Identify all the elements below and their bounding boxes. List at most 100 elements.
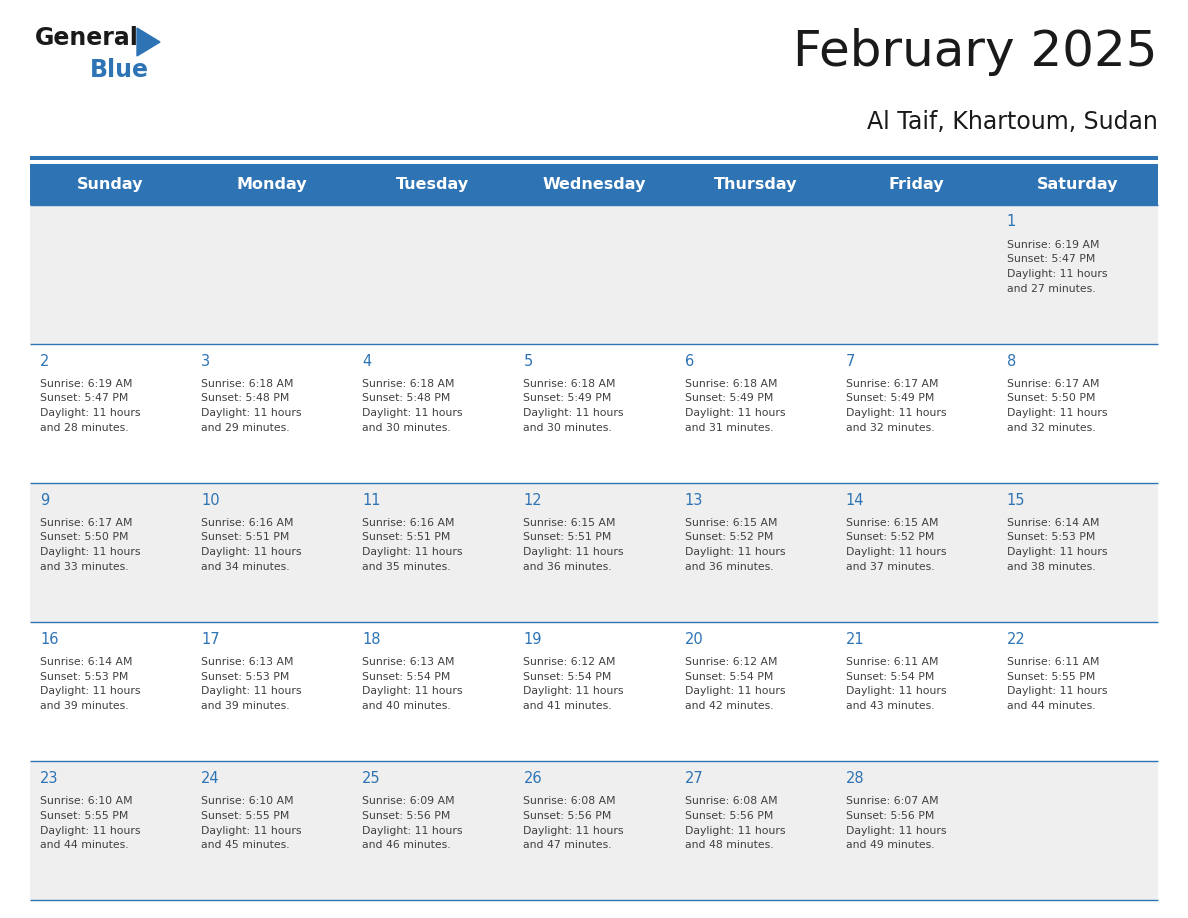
Bar (30, 164, 1158, 205)
Text: 9: 9 (40, 493, 49, 508)
Text: Daylight: 11 hours: Daylight: 11 hours (524, 409, 624, 419)
Text: Sunrise: 6:16 AM: Sunrise: 6:16 AM (362, 518, 455, 528)
Bar (30, 621, 191, 761)
Text: 13: 13 (684, 493, 703, 508)
Bar (191, 621, 353, 761)
Text: Sunrise: 6:08 AM: Sunrise: 6:08 AM (684, 796, 777, 806)
Text: 14: 14 (846, 493, 864, 508)
Text: 28: 28 (846, 771, 865, 786)
Text: Sunset: 5:52 PM: Sunset: 5:52 PM (846, 532, 934, 543)
Text: 4: 4 (362, 353, 372, 369)
Text: Sunset: 5:51 PM: Sunset: 5:51 PM (201, 532, 290, 543)
Text: 2: 2 (40, 353, 50, 369)
Text: Daylight: 11 hours: Daylight: 11 hours (40, 409, 140, 419)
Text: Sunrise: 6:11 AM: Sunrise: 6:11 AM (846, 656, 939, 666)
Text: and 33 minutes.: and 33 minutes. (40, 562, 128, 572)
Text: Daylight: 11 hours: Daylight: 11 hours (362, 687, 463, 697)
Bar (191, 343, 353, 483)
Text: and 42 minutes.: and 42 minutes. (684, 701, 773, 711)
Text: Daylight: 11 hours: Daylight: 11 hours (1007, 269, 1107, 279)
Text: Daylight: 11 hours: Daylight: 11 hours (40, 825, 140, 835)
Bar (30, 483, 191, 621)
Text: and 45 minutes.: and 45 minutes. (201, 840, 290, 850)
Text: Sunrise: 6:07 AM: Sunrise: 6:07 AM (846, 796, 939, 806)
Text: Sunset: 5:54 PM: Sunset: 5:54 PM (524, 672, 612, 681)
Text: February 2025: February 2025 (794, 28, 1158, 76)
Text: Sunset: 5:54 PM: Sunset: 5:54 PM (362, 672, 450, 681)
Bar (353, 205, 513, 343)
Bar (513, 205, 675, 343)
Text: and 49 minutes.: and 49 minutes. (846, 840, 934, 850)
Text: and 30 minutes.: and 30 minutes. (362, 423, 451, 433)
Text: and 36 minutes.: and 36 minutes. (684, 562, 773, 572)
Text: 26: 26 (524, 771, 542, 786)
Text: Sunrise: 6:15 AM: Sunrise: 6:15 AM (684, 518, 777, 528)
Text: Daylight: 11 hours: Daylight: 11 hours (846, 409, 946, 419)
Text: 5: 5 (524, 353, 532, 369)
Text: Sunset: 5:54 PM: Sunset: 5:54 PM (846, 672, 934, 681)
Text: General: General (34, 26, 139, 50)
Text: 20: 20 (684, 632, 703, 647)
Text: and 32 minutes.: and 32 minutes. (846, 423, 934, 433)
Text: Sunset: 5:49 PM: Sunset: 5:49 PM (846, 394, 934, 403)
Bar (191, 761, 353, 900)
Bar (513, 761, 675, 900)
Bar (997, 205, 1158, 343)
Text: Sunrise: 6:17 AM: Sunrise: 6:17 AM (1007, 378, 1099, 388)
Bar (835, 205, 997, 343)
Text: Sunrise: 6:13 AM: Sunrise: 6:13 AM (201, 656, 293, 666)
Text: and 28 minutes.: and 28 minutes. (40, 423, 128, 433)
Text: Daylight: 11 hours: Daylight: 11 hours (684, 547, 785, 557)
Text: Sunset: 5:55 PM: Sunset: 5:55 PM (40, 811, 128, 821)
Text: Daylight: 11 hours: Daylight: 11 hours (846, 687, 946, 697)
Text: Friday: Friday (889, 177, 944, 192)
Text: Sunrise: 6:08 AM: Sunrise: 6:08 AM (524, 796, 617, 806)
Text: and 31 minutes.: and 31 minutes. (684, 423, 773, 433)
Bar (835, 621, 997, 761)
Bar (675, 205, 835, 343)
Text: Daylight: 11 hours: Daylight: 11 hours (201, 409, 302, 419)
Text: Sunset: 5:53 PM: Sunset: 5:53 PM (1007, 532, 1095, 543)
Text: Daylight: 11 hours: Daylight: 11 hours (524, 825, 624, 835)
Text: and 41 minutes.: and 41 minutes. (524, 701, 612, 711)
Text: Sunset: 5:49 PM: Sunset: 5:49 PM (524, 394, 612, 403)
Text: 27: 27 (684, 771, 703, 786)
Text: Daylight: 11 hours: Daylight: 11 hours (362, 547, 463, 557)
Text: Sunset: 5:47 PM: Sunset: 5:47 PM (40, 394, 128, 403)
Text: Sunrise: 6:19 AM: Sunrise: 6:19 AM (40, 378, 133, 388)
Text: Sunset: 5:48 PM: Sunset: 5:48 PM (201, 394, 290, 403)
Text: 8: 8 (1007, 353, 1016, 369)
Text: Sunset: 5:54 PM: Sunset: 5:54 PM (684, 672, 773, 681)
Text: Daylight: 11 hours: Daylight: 11 hours (684, 687, 785, 697)
Bar (835, 483, 997, 621)
Text: Sunset: 5:50 PM: Sunset: 5:50 PM (1007, 394, 1095, 403)
Text: Sunrise: 6:10 AM: Sunrise: 6:10 AM (40, 796, 133, 806)
Bar (353, 343, 513, 483)
Text: Sunset: 5:56 PM: Sunset: 5:56 PM (684, 811, 773, 821)
Text: 18: 18 (362, 632, 381, 647)
Text: Daylight: 11 hours: Daylight: 11 hours (1007, 687, 1107, 697)
Text: Daylight: 11 hours: Daylight: 11 hours (1007, 547, 1107, 557)
Text: Sunset: 5:47 PM: Sunset: 5:47 PM (1007, 254, 1095, 264)
Text: and 48 minutes.: and 48 minutes. (684, 840, 773, 850)
Text: Daylight: 11 hours: Daylight: 11 hours (684, 825, 785, 835)
Text: and 39 minutes.: and 39 minutes. (40, 701, 128, 711)
Text: Daylight: 11 hours: Daylight: 11 hours (846, 547, 946, 557)
Text: Sunrise: 6:19 AM: Sunrise: 6:19 AM (1007, 240, 1099, 250)
Text: Sunrise: 6:10 AM: Sunrise: 6:10 AM (201, 796, 293, 806)
Text: Sunset: 5:49 PM: Sunset: 5:49 PM (684, 394, 773, 403)
Bar (353, 483, 513, 621)
Bar (835, 761, 997, 900)
Text: Sunset: 5:55 PM: Sunset: 5:55 PM (1007, 672, 1095, 681)
Bar (353, 761, 513, 900)
Text: Sunset: 5:53 PM: Sunset: 5:53 PM (201, 672, 290, 681)
Text: Sunset: 5:48 PM: Sunset: 5:48 PM (362, 394, 450, 403)
Text: and 38 minutes.: and 38 minutes. (1007, 562, 1095, 572)
Bar (675, 761, 835, 900)
Text: Sunset: 5:53 PM: Sunset: 5:53 PM (40, 672, 128, 681)
Text: and 44 minutes.: and 44 minutes. (1007, 701, 1095, 711)
Text: Monday: Monday (236, 177, 307, 192)
Text: 10: 10 (201, 493, 220, 508)
Text: Sunset: 5:51 PM: Sunset: 5:51 PM (362, 532, 450, 543)
Text: Daylight: 11 hours: Daylight: 11 hours (362, 825, 463, 835)
